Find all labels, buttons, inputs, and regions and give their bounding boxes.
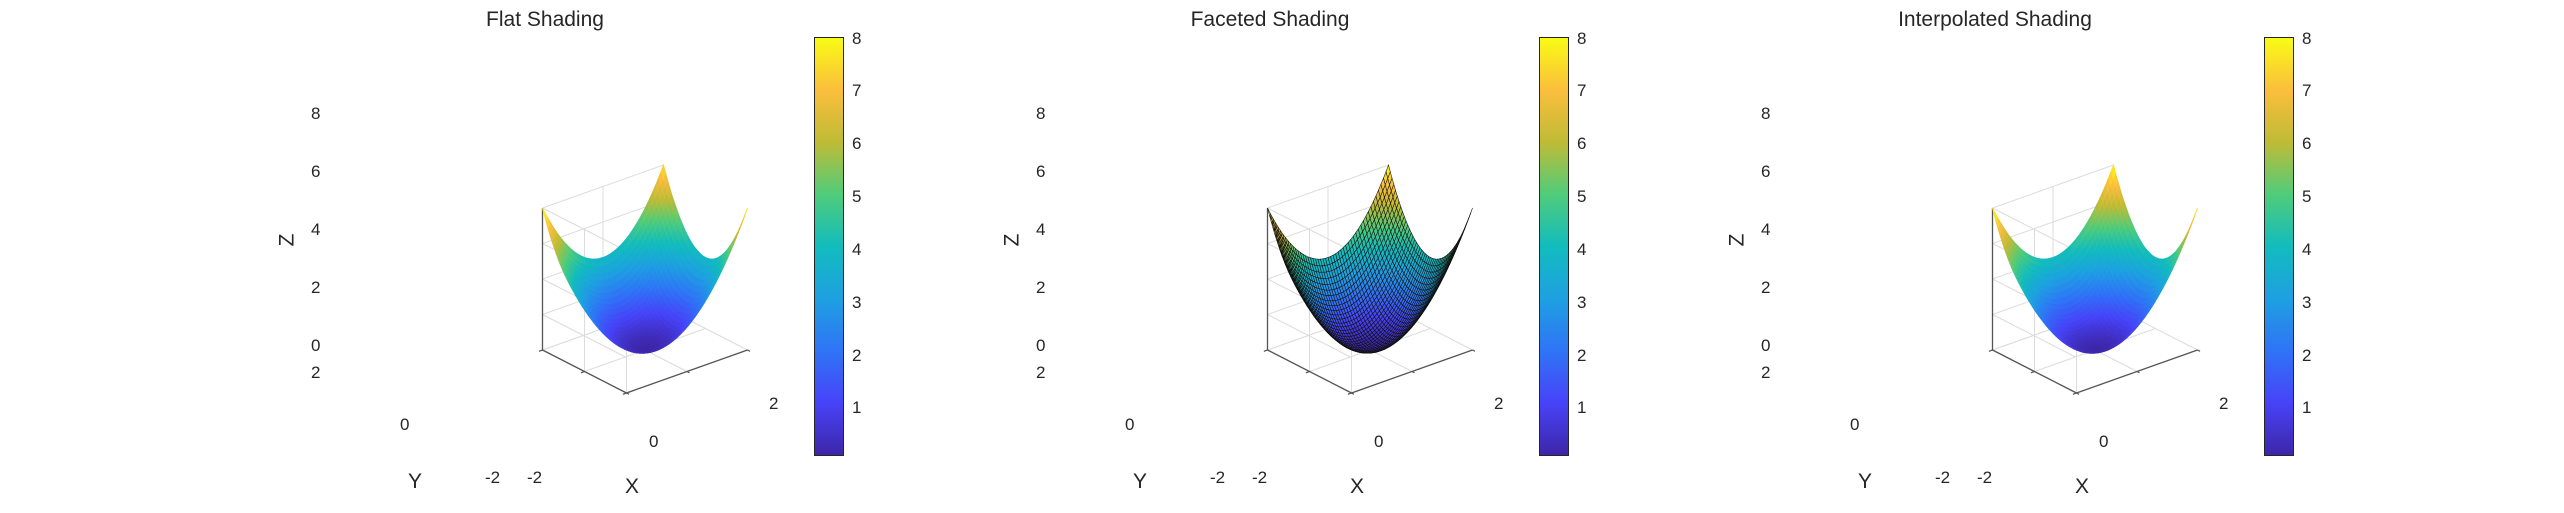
axes-line (2136, 370, 2140, 374)
colorbar (1539, 37, 1569, 456)
y-axis-label: Y (408, 470, 423, 493)
axes-line (686, 370, 690, 374)
chart-panel-flat: Flat Shading 0 2 4 6 8 Z 2 0 -2 Y -2 0 2… (0, 0, 862, 513)
axes-line (538, 349, 543, 352)
x-tick-label: 0 (649, 432, 659, 451)
y-axis-label: Y (1133, 470, 1148, 493)
chart-title: Flat Shading (486, 8, 604, 31)
axes-line (1305, 370, 1310, 374)
chart-panel-faceted: Faceted Shading 0 2 4 6 8 Z 2 0 -2 Y -2 … (725, 0, 1587, 513)
z-tick-label: 8 (1036, 104, 1046, 123)
surface-plot-flat (538, 163, 751, 395)
x-tick-label: 2 (769, 394, 779, 413)
axes-line (1988, 349, 1993, 352)
z-tick-label: 0 (1036, 336, 1046, 355)
z-tick-label: 2 (311, 278, 321, 297)
axes-line (2197, 349, 2201, 352)
chart-panel-interpolated: Interpolated Shading 0 2 4 6 8 Z 2 0 -2 … (1450, 0, 2311, 513)
z-tick-label: 4 (1036, 220, 1046, 239)
colorbar-tick-label: 7 (852, 81, 862, 100)
z-axis-label: Z (275, 233, 299, 247)
axes-line (1351, 392, 1355, 395)
x-tick-label: 2 (1494, 394, 1504, 413)
x-axis-label: X (625, 475, 640, 498)
axes-line (1472, 349, 1476, 352)
y-tick-label: 2 (311, 363, 321, 382)
axes-line (747, 349, 751, 352)
axes-line (2072, 392, 2077, 395)
colorbar-tick-label: 1 (1577, 398, 1587, 417)
colorbar-tick-label: 5 (852, 187, 862, 206)
surface-plot-faceted (1263, 164, 1476, 395)
x-tick-label: -2 (527, 468, 543, 487)
colorbar-tick-label: 2 (852, 346, 862, 365)
colorbar-tick-label: 6 (852, 134, 862, 153)
colorbar (814, 37, 844, 456)
colorbar-tick-label: 7 (1577, 81, 1587, 100)
axes-line (1347, 392, 1352, 395)
z-tick-label: 8 (311, 104, 321, 123)
colorbar-tick-label: 5 (1577, 187, 1587, 206)
surface (1267, 164, 1473, 354)
y-tick-label: 0 (1125, 415, 1135, 434)
colorbar-tick-label: 2 (1577, 346, 1587, 365)
axes-line (626, 392, 630, 395)
z-axis-label: Z (1000, 233, 1024, 247)
z-tick-label: 4 (311, 220, 321, 239)
z-tick-label: 0 (311, 336, 321, 355)
y-tick-label: 0 (400, 415, 410, 434)
colorbar-tick-label: 3 (852, 293, 862, 312)
z-tick-label: 6 (311, 162, 321, 181)
colorbar-tick-label: 8 (1577, 29, 1587, 48)
surface-plot-interpolated (1988, 163, 2201, 395)
surface (1992, 163, 2198, 354)
axes-line (2030, 370, 2035, 374)
colorbar-tick-label: 4 (1577, 240, 1587, 259)
z-tick-label: 2 (1036, 278, 1046, 297)
chart-title: Faceted Shading (1190, 8, 1350, 31)
colorbar-tick-label: 4 (852, 240, 862, 259)
y-tick-label: -2 (485, 468, 501, 487)
z-tick-label: 6 (1036, 162, 1046, 181)
axes-line (2076, 392, 2080, 395)
colorbar-tick-label: 1 (852, 398, 862, 417)
axes-line (622, 392, 627, 395)
surface-patch (542, 207, 548, 221)
surface (542, 163, 748, 354)
colorbar-tick-label: 3 (1577, 293, 1587, 312)
axes-line (580, 370, 585, 374)
y-tick-label: 2 (1036, 363, 1046, 382)
colorbar-tick-label: 6 (1577, 134, 1587, 153)
axes-line (1263, 349, 1268, 352)
axes-line (1411, 370, 1415, 374)
colorbar-tick-label: 8 (852, 29, 862, 48)
x-tick-label: -2 (1252, 468, 1268, 487)
y-tick-label: -2 (1210, 468, 1226, 487)
surface-patch (1267, 207, 1273, 220)
x-axis-label: X (1350, 475, 1365, 498)
x-tick-label: 0 (1374, 432, 1384, 451)
